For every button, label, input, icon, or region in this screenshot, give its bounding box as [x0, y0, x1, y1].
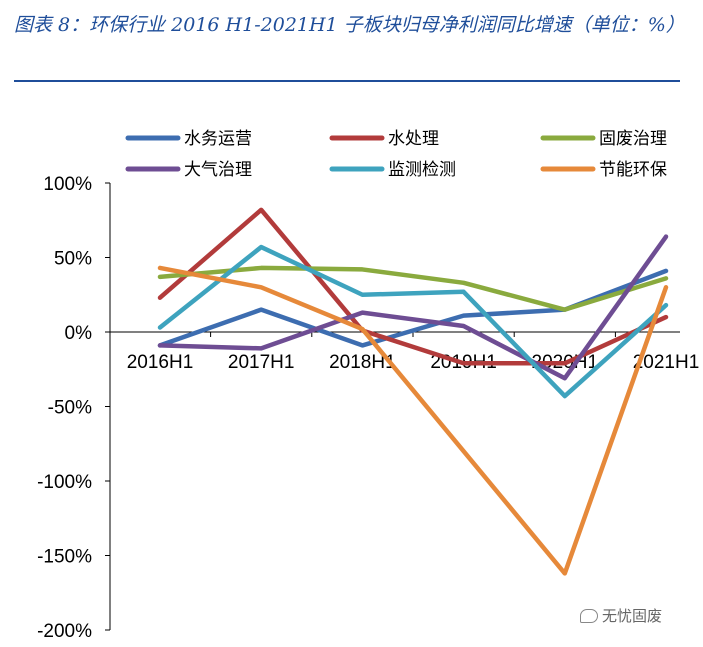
y-tick-label: -50%	[48, 398, 92, 419]
series-line-2	[157, 265, 669, 312]
y-tick-labels: 100% 50% 0% -50% -100% -150% -200%	[37, 174, 92, 642]
legend-label: 大气治理	[184, 160, 252, 180]
watermark: 无忧固废	[580, 605, 662, 626]
y-tick-label: 50%	[54, 249, 92, 270]
legend-label: 水务运营	[184, 129, 252, 149]
legend-label: 水处理	[388, 129, 439, 149]
series-line-5	[157, 265, 669, 576]
y-tick-label: -100%	[37, 472, 92, 493]
axes	[105, 182, 680, 631]
y-tick-label: 0%	[65, 323, 93, 344]
x-tick-label: 2016H1	[127, 352, 194, 373]
y-tick-label: -150%	[37, 547, 92, 568]
x-tick-label: 2021H1	[633, 352, 700, 373]
series-lines	[157, 207, 669, 576]
watermark-text: 无忧固废	[602, 607, 663, 625]
series-line-3	[157, 234, 669, 381]
title-underline	[14, 80, 680, 82]
y-tick-label: -200%	[37, 621, 92, 642]
series-line-4	[157, 244, 669, 399]
y-tick-label: 100%	[43, 174, 92, 195]
legend-label: 固废治理	[599, 129, 667, 149]
legend-label: 监测检测	[388, 160, 456, 180]
legend-label: 节能环保	[599, 160, 667, 180]
x-tick-label: 2018H1	[329, 352, 396, 373]
chart-title: 图表 8：环保行业 2016 H1-2021H1 子板块归母净利润同比增速（单位…	[14, 14, 685, 36]
chat-bubble-icon	[580, 608, 598, 623]
x-tick-label: 2017H1	[228, 352, 295, 373]
